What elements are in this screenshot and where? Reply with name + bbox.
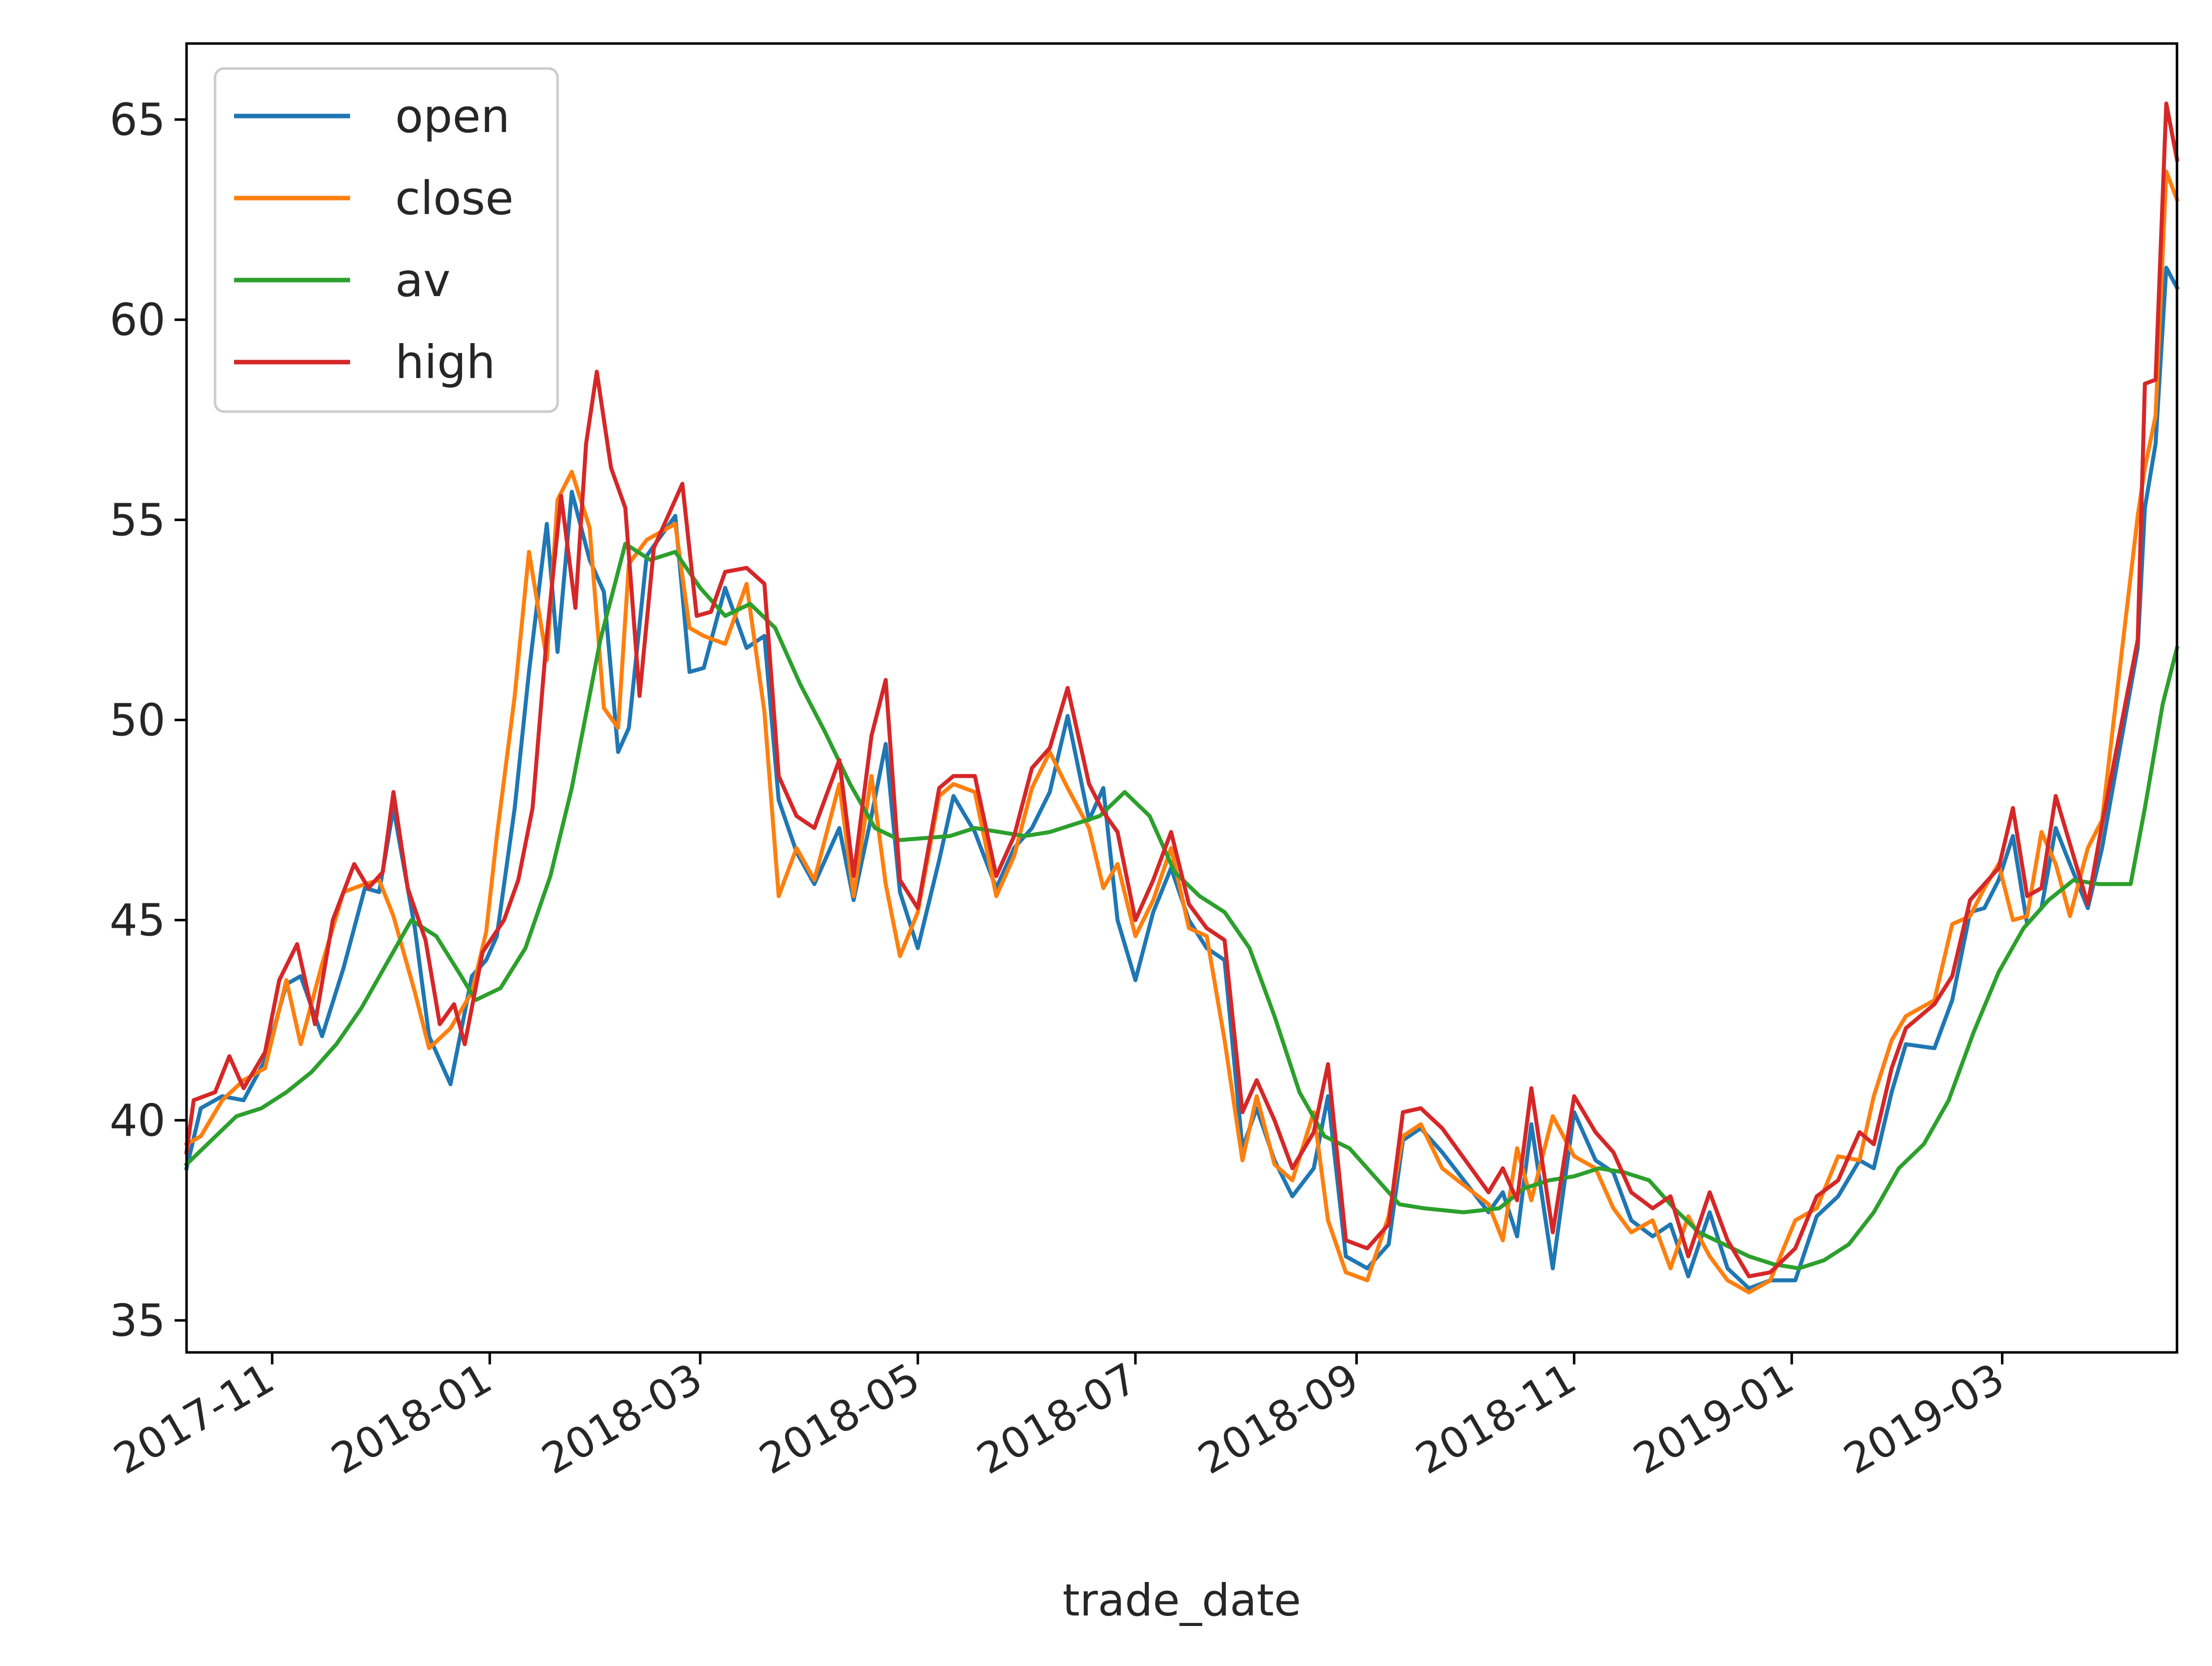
plot-frame [185,42,2178,1354]
y-tick-label: 45 [110,895,166,946]
legend-label-high: high [395,336,496,389]
series-line-open [184,266,2180,1290]
y-tick-label: 60 [110,294,166,346]
y-tick-label: 65 [110,94,166,146]
y-axis: 35 40 45 50 55 60 65 [110,94,187,1346]
series-line-high [184,102,2179,1278]
legend-label-close: close [395,172,514,225]
legend-box [214,67,559,413]
series-line-av [184,542,2179,1270]
legend: open close av high [214,67,559,413]
y-tick-label: 50 [110,695,166,746]
series-layer [184,102,2180,1294]
y-tick-label: 40 [110,1095,166,1146]
legend-label-open: open [395,90,510,143]
legend-label-av: av [395,254,451,307]
x-axis-label: trade_date [1062,1574,1301,1626]
series-line-close [184,170,2180,1294]
y-tick-label: 35 [110,1295,166,1346]
y-tick-label: 55 [110,494,166,546]
